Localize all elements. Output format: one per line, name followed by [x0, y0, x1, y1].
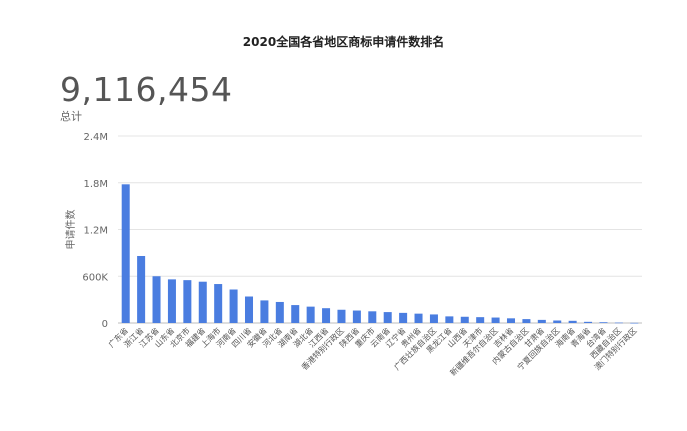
bar	[152, 276, 161, 323]
bar	[183, 280, 192, 323]
bar	[260, 300, 269, 323]
bar	[537, 319, 546, 323]
y-tick-label: 2.4M	[83, 132, 108, 143]
summary-total-label: 总计	[60, 110, 82, 123]
bar	[322, 308, 331, 323]
bar	[244, 296, 254, 323]
bar	[214, 284, 223, 323]
bar	[275, 301, 284, 323]
bar	[553, 320, 562, 323]
bar	[630, 322, 639, 324]
y-tick-label: 1.2M	[83, 226, 108, 237]
bar	[383, 312, 392, 323]
bar	[306, 306, 315, 323]
bar	[522, 319, 531, 323]
y-tick-label: 600K	[82, 272, 108, 283]
bar	[229, 289, 238, 323]
bar	[476, 317, 485, 323]
bar	[584, 321, 593, 323]
bar	[198, 281, 207, 323]
bar	[429, 314, 438, 323]
bar	[399, 312, 408, 323]
bar	[414, 313, 423, 323]
y-tick-label: 1.8M	[83, 179, 108, 190]
chart-title: 2020全国各省地区商标申请件数排名	[242, 35, 445, 49]
bar	[121, 184, 130, 323]
summary-total-value: 9,116,454	[60, 70, 233, 109]
bar	[614, 322, 623, 324]
bar	[599, 322, 608, 323]
bar	[506, 318, 516, 323]
bar	[491, 317, 500, 323]
y-axis-label: 申请件数	[64, 210, 77, 250]
bar	[137, 255, 146, 323]
bar	[445, 316, 454, 323]
bar	[167, 279, 176, 323]
bar	[368, 311, 377, 323]
bar	[568, 320, 577, 323]
bar	[337, 309, 346, 323]
bar	[352, 310, 361, 323]
bar	[291, 305, 300, 323]
bar	[460, 316, 469, 323]
y-tick-label: 0	[102, 319, 108, 330]
